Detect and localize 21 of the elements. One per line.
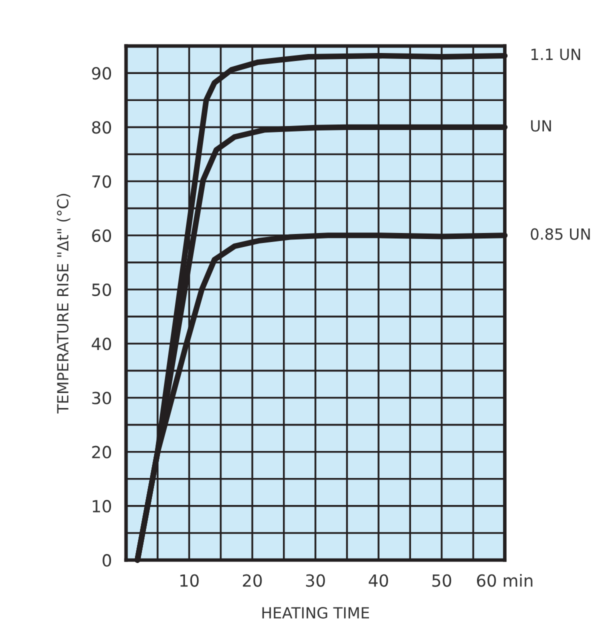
y-tick-label: 10 bbox=[92, 500, 112, 513]
series-label: 0.85 UN bbox=[530, 228, 590, 240]
x-tick-label: 50 bbox=[432, 574, 452, 587]
x-tick-label: 60 min bbox=[476, 574, 532, 587]
series-label: UN bbox=[531, 120, 551, 132]
x-tick-label: 20 bbox=[242, 574, 262, 587]
y-tick-label: 70 bbox=[92, 175, 112, 188]
y-tick-label: 0 bbox=[102, 554, 112, 567]
y-tick-label: 80 bbox=[92, 121, 112, 134]
y-axis-title: TEMPERATURE RISE "Δt" (°C) bbox=[56, 194, 70, 414]
y-tick-label: 30 bbox=[92, 392, 112, 404]
y-tick-label: 90 bbox=[92, 67, 112, 80]
y-tick-label: 50 bbox=[92, 283, 112, 296]
y-tick-label: 60 bbox=[92, 229, 112, 242]
series-label: 1.1 UN bbox=[531, 48, 580, 60]
x-tick-label: 40 bbox=[368, 574, 388, 587]
x-tick-label: 30 bbox=[306, 574, 325, 587]
x-tick-label: 10 bbox=[180, 574, 199, 587]
y-tick-label: 40 bbox=[92, 338, 112, 350]
x-axis-title: HEATING TIME bbox=[262, 607, 369, 619]
y-tick-label: 20 bbox=[92, 446, 112, 458]
